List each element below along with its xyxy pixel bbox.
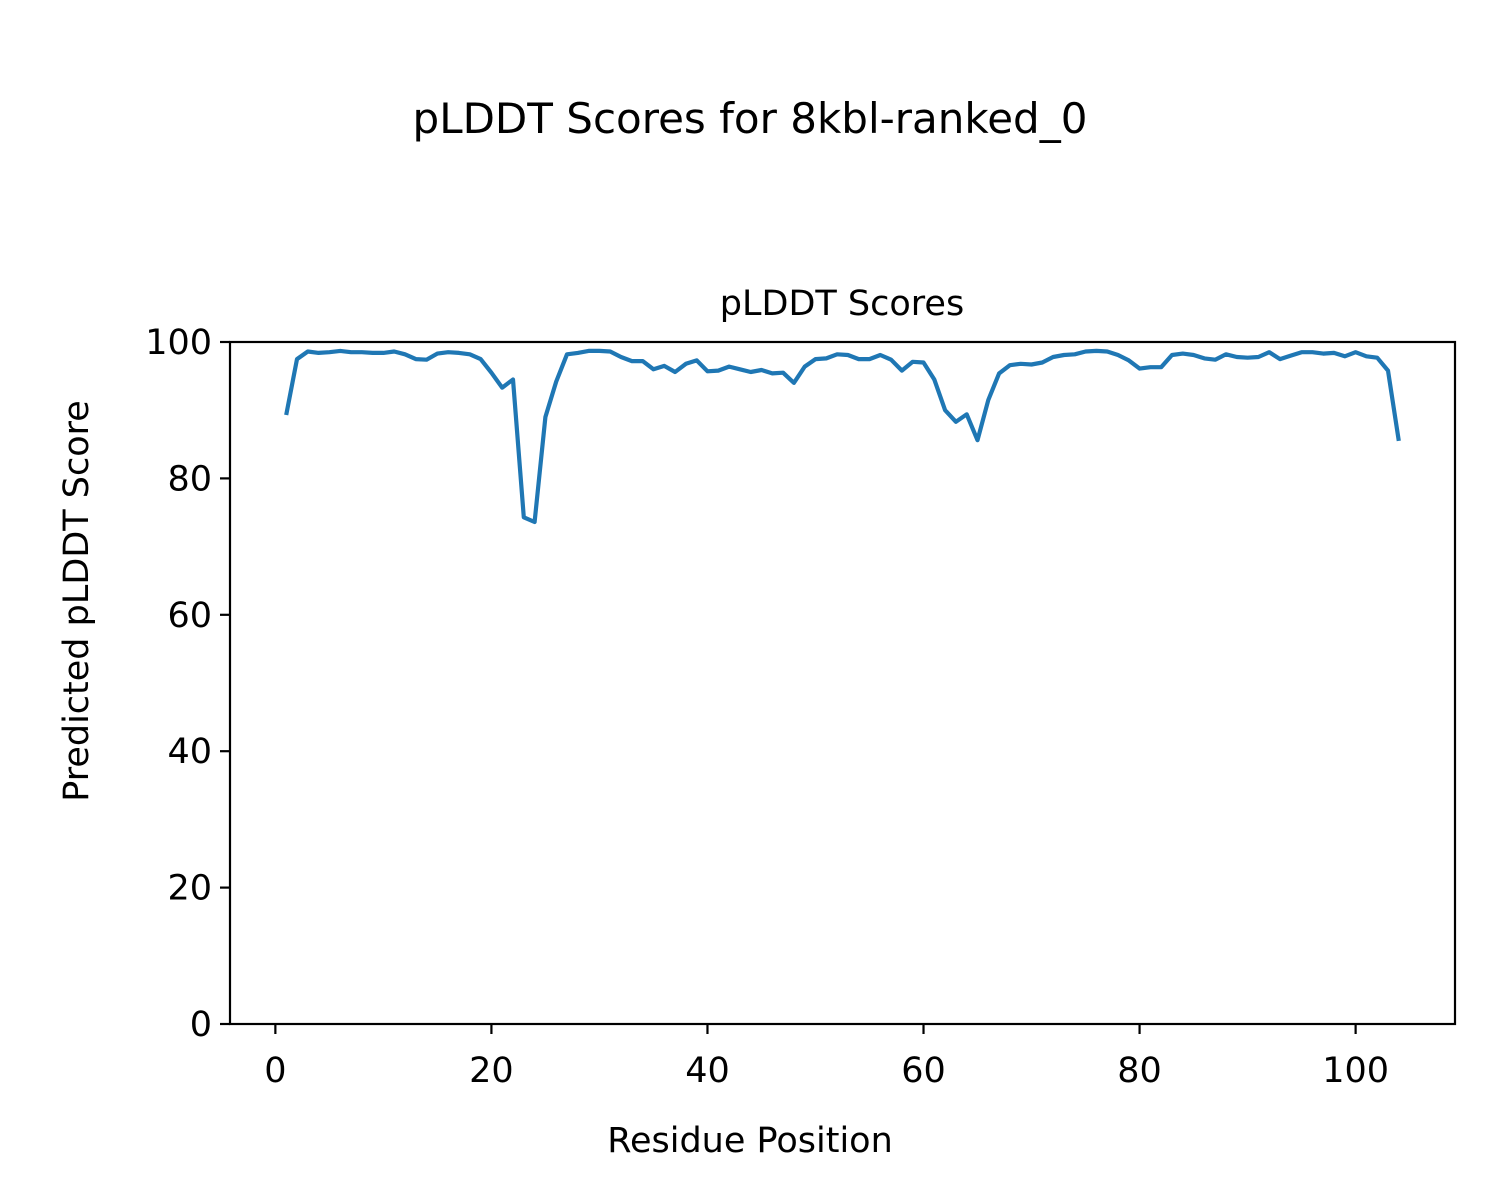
- y-tick-label: 60: [167, 596, 212, 636]
- x-tick-label: 80: [1117, 1051, 1162, 1091]
- y-tick-label: 100: [145, 323, 212, 363]
- y-axis-label: Predicted pLDDT Score: [57, 400, 97, 802]
- x-tick-label: 20: [469, 1051, 514, 1091]
- x-tick-label: 0: [264, 1051, 286, 1091]
- y-tick-label: 80: [167, 459, 212, 499]
- x-axis: 0 20 40 60 80 100: [264, 1024, 1389, 1091]
- x-tick-label: 60: [901, 1051, 946, 1091]
- series-line-0: [284, 348, 1401, 525]
- axes-frame: [228, 340, 1457, 1026]
- plot-area: [284, 348, 1401, 525]
- y-axis: 0 20 40 60 80 100: [145, 323, 230, 1045]
- y-tick-label: 0: [190, 1005, 212, 1045]
- axes-title: pLDDT Scores: [720, 284, 964, 324]
- y-tick-label: 40: [167, 732, 212, 772]
- x-tick-label: 40: [685, 1051, 730, 1091]
- y-tick-label: 20: [167, 869, 212, 909]
- x-axis-label: Residue Position: [607, 1121, 893, 1161]
- figure-title: pLDDT Scores for 8kbl-ranked_0: [413, 94, 1088, 143]
- x-tick-label: 100: [1322, 1051, 1389, 1091]
